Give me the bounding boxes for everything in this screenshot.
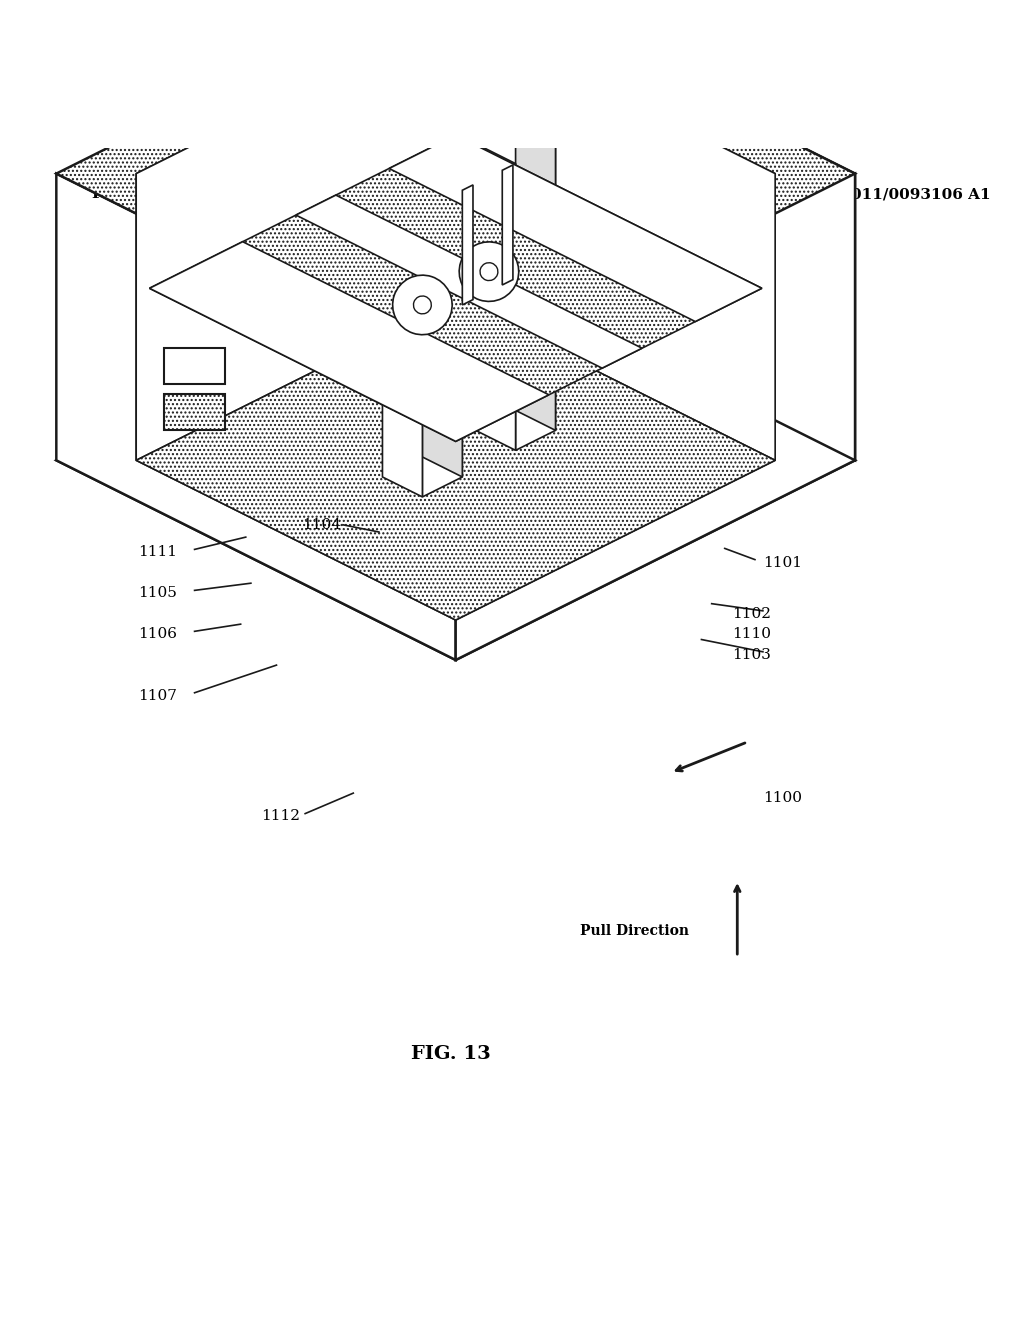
Polygon shape — [136, 301, 775, 620]
Ellipse shape — [414, 296, 431, 314]
Polygon shape — [150, 242, 549, 441]
Polygon shape — [516, 144, 555, 450]
Text: Pull Direction: Pull Direction — [581, 924, 689, 939]
Text: Apr. 21, 2011  Sheet 11 of 30: Apr. 21, 2011 Sheet 11 of 30 — [316, 187, 564, 201]
Ellipse shape — [392, 275, 453, 335]
Ellipse shape — [459, 242, 519, 301]
Polygon shape — [456, 13, 775, 461]
Polygon shape — [463, 185, 473, 305]
Polygon shape — [383, 190, 423, 496]
Polygon shape — [503, 165, 513, 285]
Polygon shape — [422, 170, 463, 477]
Polygon shape — [56, 174, 456, 660]
Text: 1102: 1102 — [732, 607, 771, 620]
Text: Vertical: Vertical — [241, 358, 295, 372]
Polygon shape — [456, 0, 855, 461]
FancyBboxPatch shape — [164, 393, 225, 429]
Polygon shape — [56, 260, 855, 660]
Text: 1104: 1104 — [302, 517, 341, 532]
Text: 1110: 1110 — [732, 627, 771, 642]
Polygon shape — [456, 174, 775, 620]
Text: 1103: 1103 — [732, 648, 771, 661]
Text: 1100: 1100 — [763, 791, 802, 805]
Polygon shape — [136, 174, 456, 620]
Text: FIG. 13: FIG. 13 — [411, 1045, 490, 1063]
Text: 1101: 1101 — [763, 556, 802, 570]
Polygon shape — [136, 13, 775, 334]
Polygon shape — [423, 190, 463, 496]
Text: Patent Application Publication: Patent Application Publication — [92, 187, 354, 201]
Text: 1105: 1105 — [138, 586, 177, 601]
Ellipse shape — [480, 263, 498, 281]
Polygon shape — [515, 124, 555, 430]
Text: 1106: 1106 — [138, 627, 177, 642]
Polygon shape — [296, 195, 642, 368]
Polygon shape — [456, 174, 855, 660]
Polygon shape — [136, 13, 456, 461]
Text: US 2011/0093106 A1: US 2011/0093106 A1 — [811, 187, 991, 201]
Text: 1107: 1107 — [138, 689, 177, 702]
Polygon shape — [475, 144, 516, 450]
Text: 1112: 1112 — [261, 809, 300, 822]
Text: 1111: 1111 — [138, 545, 177, 560]
Polygon shape — [56, 0, 855, 374]
FancyBboxPatch shape — [164, 347, 225, 384]
Text: Non-Vertical: Non-Vertical — [241, 405, 329, 420]
Polygon shape — [150, 135, 762, 441]
Polygon shape — [389, 135, 762, 322]
